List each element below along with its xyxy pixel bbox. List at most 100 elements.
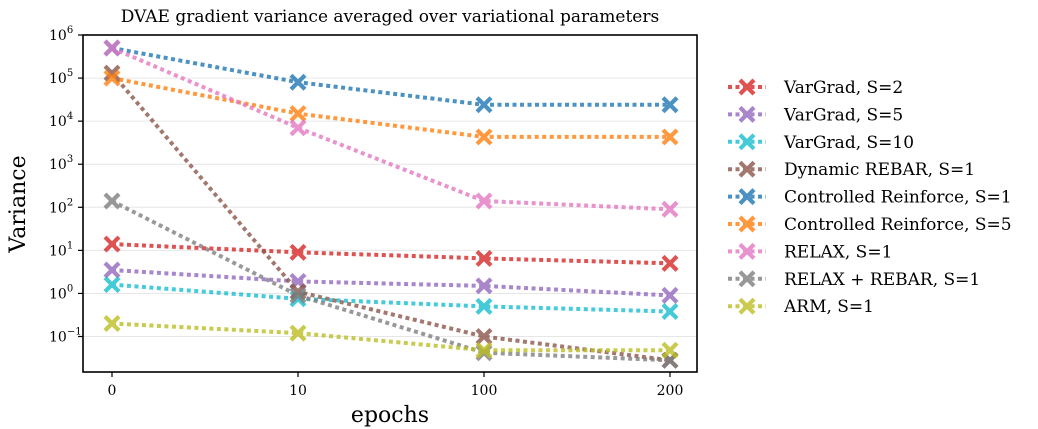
data-point	[738, 105, 756, 123]
legend-item: Controlled Reinforce, S=1	[728, 188, 1012, 208]
data-point	[289, 286, 307, 304]
legend-swatch	[728, 297, 766, 315]
legend-label: VarGrad, S=2	[783, 78, 903, 98]
data-point	[475, 192, 493, 210]
legend-item: ARM, S=1	[728, 297, 874, 317]
series-path	[111, 242, 671, 266]
data-point	[103, 276, 121, 294]
legend-label: VarGrad, S=5	[783, 105, 903, 125]
series-path	[111, 268, 671, 298]
series-line	[103, 39, 679, 114]
x-axis: 0 10 100 200	[108, 372, 684, 399]
data-point	[475, 341, 493, 359]
data-point	[661, 96, 679, 114]
series-line	[103, 64, 679, 369]
legend-label: Controlled Reinforce, S=5	[784, 215, 1012, 235]
x-tick-label: 0	[108, 383, 117, 399]
data-point	[738, 297, 756, 315]
legend-item: RELAX + REBAR, S=1	[728, 270, 980, 290]
y-tick-label: 105	[49, 68, 73, 87]
series-layer	[103, 39, 679, 369]
x-tick-label: 10	[289, 383, 307, 399]
y-tick-label: 102	[49, 197, 73, 216]
series-path	[111, 282, 671, 314]
series-path	[111, 46, 671, 212]
series-line	[103, 39, 679, 218]
legend-swatch	[728, 242, 766, 260]
y-tick-label: 10−1	[49, 327, 82, 346]
y-axis: 106 105 104 103 102 101 100 10−1	[49, 25, 83, 346]
legend-label: ARM, S=1	[783, 297, 874, 317]
data-point	[661, 128, 679, 146]
data-point	[738, 188, 756, 206]
data-point	[475, 328, 493, 345]
data-point	[475, 249, 493, 267]
y-tick-label: 100	[49, 283, 73, 302]
legend-label: Dynamic REBAR, S=1	[784, 160, 975, 180]
data-point	[475, 128, 493, 146]
legend-swatch	[728, 270, 766, 288]
legend-swatch	[728, 133, 766, 151]
legend-swatch	[728, 78, 766, 96]
legend-item: VarGrad, S=5	[728, 105, 903, 125]
data-point	[661, 303, 679, 321]
series-path	[111, 76, 670, 139]
data-point	[738, 215, 756, 233]
data-point	[475, 277, 493, 295]
series-path	[111, 46, 670, 107]
data-point	[738, 160, 756, 178]
y-tick-label: 106	[49, 25, 73, 44]
legend-item: Controlled Reinforce, S=5	[728, 215, 1012, 235]
legend-item: VarGrad, S=2	[728, 78, 903, 98]
data-point	[661, 254, 679, 272]
data-point	[289, 73, 307, 91]
series-line	[103, 276, 679, 321]
series-line	[103, 315, 679, 359]
data-point	[738, 133, 756, 151]
x-axis-label: epochs	[351, 403, 429, 428]
legend-swatch	[728, 160, 766, 178]
x-tick-label: 100	[471, 383, 498, 399]
data-point	[289, 119, 307, 137]
legend-label: Controlled Reinforce, S=1	[784, 188, 1012, 208]
series-line	[103, 235, 679, 272]
data-point	[289, 243, 307, 261]
series-line	[103, 261, 679, 304]
legend-item: Dynamic REBAR, S=1	[728, 160, 975, 180]
data-point	[289, 105, 307, 123]
data-point	[103, 235, 121, 253]
data-point	[103, 192, 121, 210]
series-path	[111, 199, 671, 363]
x-tick-label: 200	[657, 383, 684, 399]
data-point	[475, 96, 493, 114]
legend-label: VarGrad, S=10	[783, 133, 914, 153]
data-point	[738, 242, 756, 260]
legend-swatch	[728, 188, 766, 206]
data-point	[103, 261, 121, 279]
legend: VarGrad, S=2 VarGrad, S=5 VarGrad, S=10 Dyn…	[728, 78, 1012, 317]
legend-swatch	[728, 105, 766, 123]
legend-label: RELAX, S=1	[784, 242, 892, 262]
y-tick-label: 104	[49, 111, 73, 130]
data-point	[475, 297, 493, 315]
data-point	[661, 286, 679, 304]
y-axis-label: Variance	[6, 155, 31, 253]
series-line	[103, 69, 679, 146]
data-point	[103, 39, 121, 57]
legend-label: RELAX + REBAR, S=1	[784, 270, 980, 290]
data-point	[661, 341, 679, 359]
chart-title: DVAE gradient variance averaged over var…	[121, 7, 659, 27]
data-point	[738, 270, 756, 288]
data-point	[738, 78, 756, 96]
plot-frame	[82, 34, 698, 373]
legend-swatch	[728, 215, 766, 233]
data-point	[289, 324, 307, 342]
series-path	[110, 71, 671, 363]
legend-item: RELAX, S=1	[728, 242, 892, 262]
y-tick-label: 101	[49, 240, 73, 259]
data-point	[661, 200, 679, 218]
data-point	[103, 315, 121, 333]
data-point	[103, 64, 121, 82]
y-tick-label: 103	[49, 154, 73, 173]
